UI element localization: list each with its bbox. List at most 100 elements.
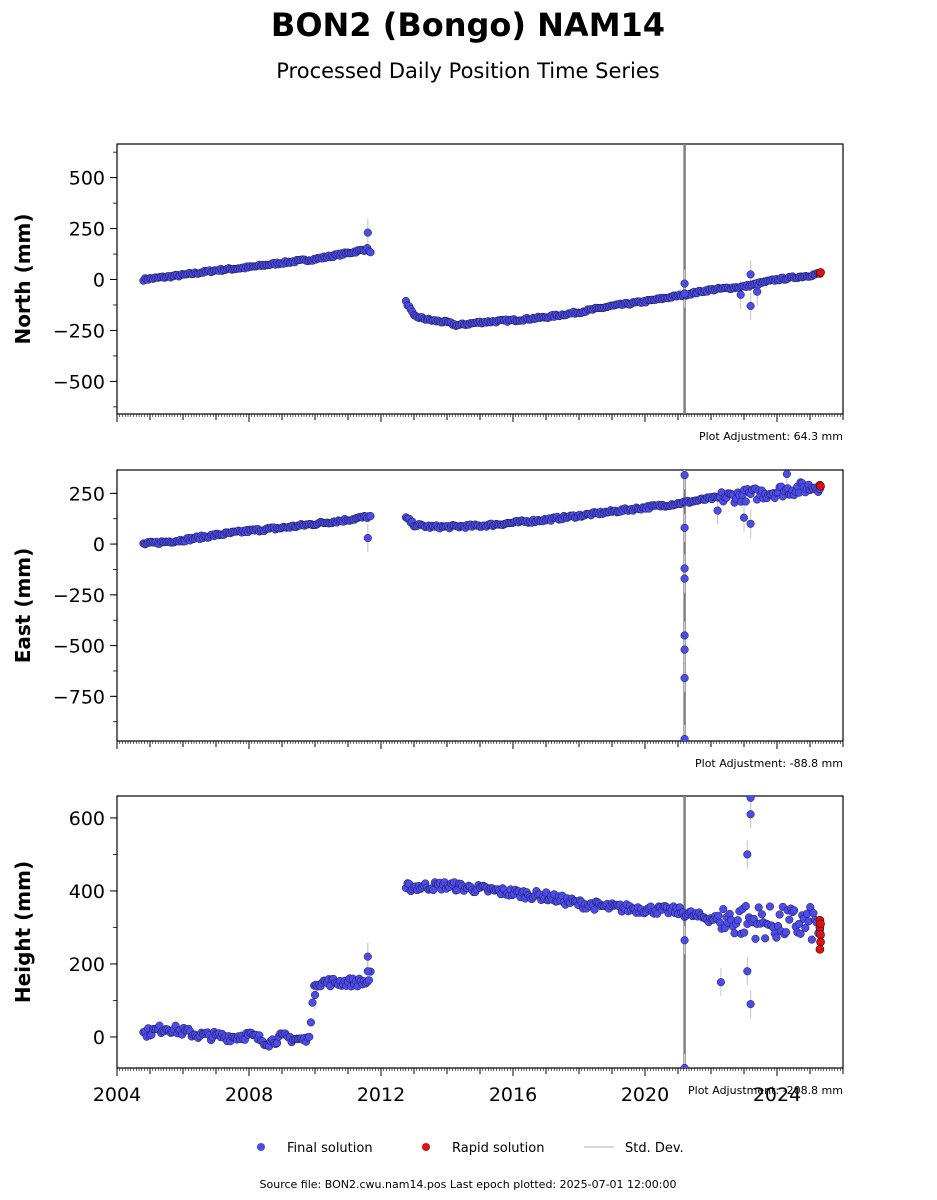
plot-adjustment-label: Plot Adjustment: -88.8 mm bbox=[695, 757, 843, 770]
final-point bbox=[775, 910, 784, 919]
panel-frame bbox=[116, 469, 844, 742]
x-tick-label: 2004 bbox=[93, 1084, 141, 1106]
legend-stddev-label: Std. Dev. bbox=[625, 1141, 684, 1156]
final-point bbox=[785, 915, 794, 924]
final-point bbox=[796, 929, 805, 938]
outlier-point bbox=[743, 967, 752, 976]
y-tick-label: 250 bbox=[69, 483, 105, 505]
rapid-point bbox=[815, 945, 825, 954]
outlier-point bbox=[680, 279, 689, 288]
legend-rapid-marker bbox=[422, 1143, 430, 1151]
final-point bbox=[719, 905, 728, 914]
outlier-point bbox=[363, 952, 372, 961]
final-point bbox=[801, 923, 810, 932]
panel-plot-area bbox=[139, 796, 825, 1068]
y-tick-label: 0 bbox=[93, 1027, 105, 1049]
final-point bbox=[794, 919, 804, 928]
panel-plot-area bbox=[139, 470, 825, 741]
y-tick-label: −500 bbox=[53, 371, 105, 393]
outlier-point bbox=[680, 645, 689, 654]
final-point bbox=[740, 928, 749, 937]
legend-final-marker bbox=[257, 1143, 265, 1151]
y-tick-label: 250 bbox=[69, 219, 105, 241]
panel-3: 0 200 400 600 2004 2008 2012 2016 2020 2024 Height… bbox=[11, 795, 844, 1106]
final-point bbox=[757, 910, 766, 919]
outlier-point bbox=[713, 506, 722, 515]
outlier-point bbox=[680, 734, 689, 741]
plot-adjustment-label: Plot Adjustment: 64.3 mm bbox=[699, 430, 843, 443]
outlier-point bbox=[746, 301, 755, 311]
final-point bbox=[751, 934, 760, 943]
y-tick-label: 400 bbox=[69, 881, 105, 903]
y-tick-label: 0 bbox=[93, 270, 105, 292]
outlier-point bbox=[310, 990, 320, 1000]
final-point bbox=[308, 998, 317, 1007]
outlier-point bbox=[736, 290, 745, 299]
y-tick-label: 200 bbox=[69, 954, 105, 976]
final-point bbox=[714, 911, 723, 920]
outlier-point bbox=[680, 564, 689, 573]
x-tick-label: 2024 bbox=[753, 1084, 801, 1106]
panel-1: −500 −250 0 250 500 North (mm) Plot Adjustment… bbox=[11, 143, 844, 443]
legend-final-label: Final solution bbox=[287, 1141, 373, 1156]
final-point bbox=[765, 902, 775, 911]
final-point bbox=[807, 935, 816, 944]
y-tick-label: −250 bbox=[53, 320, 105, 342]
final-point bbox=[305, 1032, 314, 1041]
outlier-point bbox=[753, 287, 762, 296]
outlier-point bbox=[716, 978, 725, 987]
source-footer: Source file: BON2.cwu.nam14.pos Last epo… bbox=[260, 1178, 677, 1191]
y-tick-label: 0 bbox=[93, 534, 105, 556]
panel-frame bbox=[116, 143, 844, 415]
final-point bbox=[809, 909, 818, 918]
chart-panels: −500 −250 0 250 500 North (mm) Plot Adjustment… bbox=[11, 143, 844, 1106]
outlier-point bbox=[680, 1063, 689, 1068]
rapid-point bbox=[816, 930, 825, 940]
final-point bbox=[741, 902, 750, 911]
outlier-point bbox=[363, 533, 372, 543]
outlier-point bbox=[680, 471, 689, 480]
y-tick-label: 600 bbox=[69, 808, 105, 830]
outlier-point bbox=[680, 631, 689, 640]
final-point bbox=[790, 906, 799, 915]
outlier-point bbox=[746, 796, 755, 802]
final-point bbox=[772, 933, 781, 942]
outlier-point bbox=[680, 523, 689, 532]
chart-title: BON2 (Bongo) NAM14 bbox=[271, 6, 665, 44]
y-axis-label: Height (mm) bbox=[11, 861, 35, 1003]
x-tick-label: 2008 bbox=[225, 1084, 273, 1106]
outlier-point bbox=[680, 674, 689, 683]
rapid-point bbox=[816, 937, 825, 947]
outlier-point bbox=[363, 967, 372, 976]
final-point bbox=[754, 903, 763, 912]
legend-rapid-label: Rapid solution bbox=[452, 1141, 544, 1156]
outlier-point bbox=[746, 270, 755, 279]
final-point bbox=[590, 905, 599, 914]
x-tick-label: 2016 bbox=[489, 1084, 537, 1106]
chart-subtitle: Processed Daily Position Time Series bbox=[276, 59, 660, 83]
final-point bbox=[741, 497, 750, 506]
outlier-point bbox=[739, 513, 749, 522]
y-tick-label: 500 bbox=[69, 168, 105, 190]
outlier-point bbox=[743, 850, 752, 859]
outlier-point bbox=[680, 289, 689, 298]
final-point bbox=[782, 928, 791, 937]
outlier-point bbox=[680, 574, 689, 583]
final-point bbox=[733, 916, 742, 925]
rapid-point bbox=[816, 481, 825, 491]
rapid-point bbox=[816, 919, 825, 929]
final-point bbox=[366, 248, 375, 257]
outlier-point bbox=[782, 470, 791, 479]
outlier-point bbox=[680, 936, 689, 945]
y-tick-label: −250 bbox=[53, 585, 105, 607]
final-point bbox=[366, 512, 375, 521]
chart-legend: Final solution Rapid solution Std. Dev. bbox=[257, 1141, 684, 1156]
final-point bbox=[306, 1018, 315, 1027]
x-tick-label: 2012 bbox=[357, 1084, 405, 1106]
y-tick-label: −500 bbox=[53, 636, 105, 658]
panel-plot-area bbox=[139, 144, 825, 414]
y-axis-label: East (mm) bbox=[11, 548, 35, 664]
final-point bbox=[761, 934, 770, 943]
outlier-point bbox=[746, 1000, 755, 1009]
